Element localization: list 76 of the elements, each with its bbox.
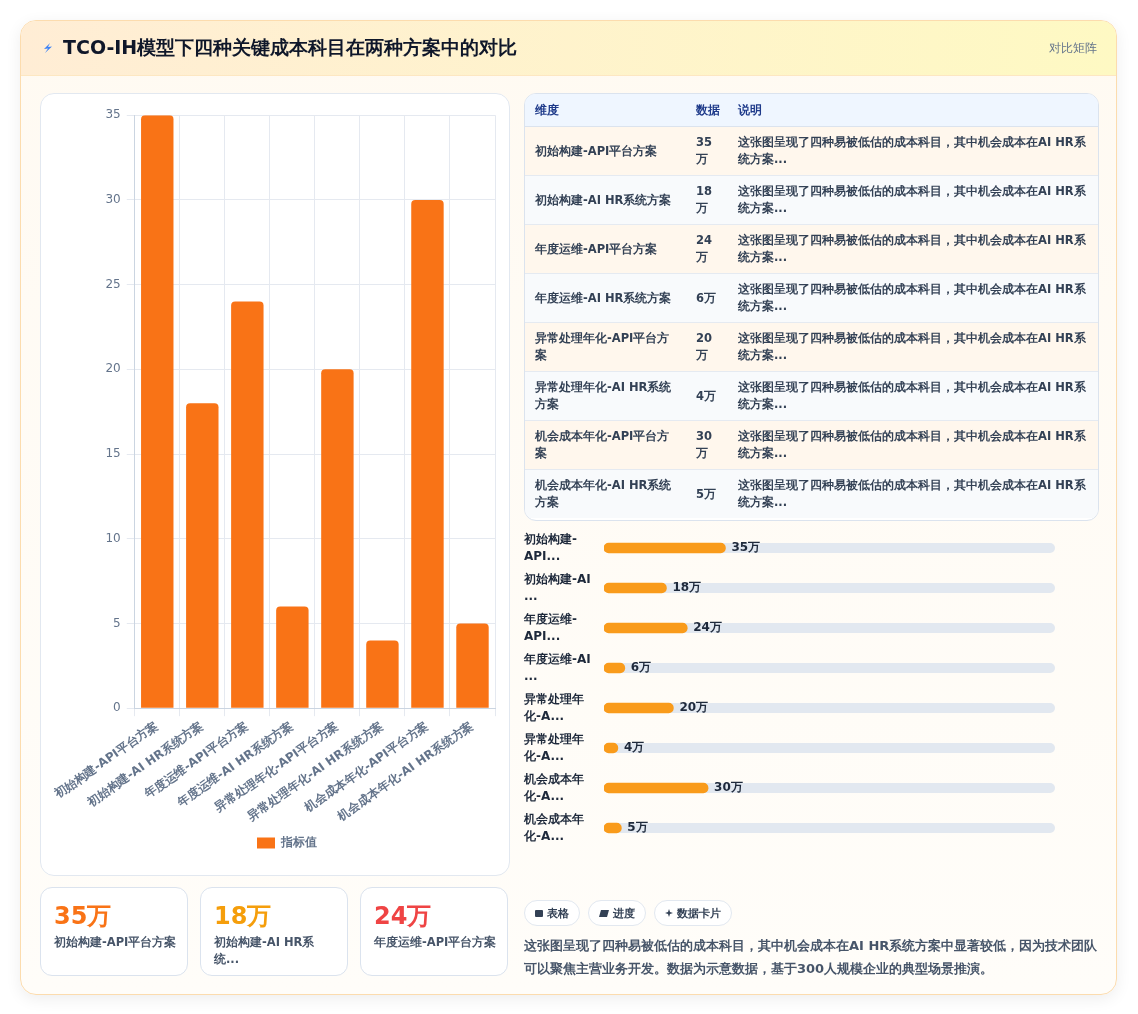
y-tick-label: 5 (113, 615, 121, 630)
data-label: 5万 (627, 820, 648, 835)
chart-title: TCO-IH模型下四种关键成本科目在两种方案中的对比 (63, 35, 518, 59)
y-tick-label: 异常处理年化-A... (524, 731, 585, 765)
text: 24万 (374, 902, 432, 930)
text: 这张图呈现了四种易被低估的成本科目，其中机会成本在AI HR系统方案... (728, 420, 1098, 470)
data-label: 18万 (672, 580, 702, 595)
y-tick-label: 20 (105, 361, 121, 376)
data-label: 24万 (693, 620, 722, 635)
text: 30万 (696, 429, 713, 460)
text: 数据 (686, 94, 728, 127)
y-tick-label: 35 (105, 107, 121, 122)
data-label: 20万 (679, 700, 709, 715)
text: 24万 (696, 233, 713, 264)
y-tick-label: 初始构建-AI ... (524, 571, 592, 605)
y-tick-label: 机会成本年化-A... (524, 771, 585, 805)
pill-button: 数据卡片 (654, 900, 732, 926)
y-tick-label: 初始构建-API... (524, 531, 578, 565)
text: 维度 (525, 94, 686, 127)
category-label: 年度运维-API平台方案 (525, 224, 686, 274)
category-label: 初始构建-API平台方案 (525, 126, 686, 176)
bar (604, 702, 674, 714)
text: 这张图呈现了四种易被低估的成本科目，其中机会成本在AI HR系统方案中显著较低，因为技术团队可以聚焦主营业务开发。数据为示意数据，基于300人规模企业的典型场景推演。 (524, 937, 1099, 978)
text: 20万 (696, 331, 713, 362)
bar (604, 582, 667, 594)
y-tick-label: 年度运维-AI ... (524, 651, 592, 685)
text: 35万 (696, 135, 713, 166)
bar (321, 369, 354, 708)
bar (366, 640, 399, 708)
text: 这张图呈现了四种易被低估的成本科目，其中机会成本在AI HR系统方案... (728, 175, 1098, 225)
y-tick-label: 30 (105, 192, 121, 207)
pill-button: 表格 (524, 900, 580, 926)
y-tick-label: 25 (105, 276, 121, 291)
y-tick-label: 年度运维-API... (524, 611, 578, 645)
text: 这张图呈现了四种易被低估的成本科目，其中机会成本在AI HR系统方案... (728, 322, 1098, 372)
category-label: 初始构建-API平台方案 (54, 934, 178, 951)
text: 18万 (696, 184, 713, 215)
text: 这张图呈现了四种易被低估的成本科目，其中机会成本在AI HR系统方案... (728, 224, 1098, 274)
y-tick-label: 10 (105, 530, 121, 545)
text: 说明 (728, 94, 1098, 127)
text: 35万 (54, 902, 112, 930)
text: 这张图呈现了四种易被低估的成本科目，其中机会成本在AI HR系统方案... (728, 126, 1098, 176)
category-label: 异常处理年化-API平台方案 (525, 322, 686, 372)
y-tick-label: 0 (113, 700, 121, 715)
category-label: 年度运维-AI HR系统方案 (525, 273, 686, 323)
bar (186, 403, 219, 708)
data-label: 6万 (630, 660, 652, 675)
legend-label: 指标值 (280, 835, 317, 850)
data-label: 4万 (623, 740, 645, 755)
bar (604, 782, 709, 794)
category-label: 机会成本年化-AI HR系统方案 (525, 469, 686, 518)
bar (231, 301, 264, 708)
category-label: 异常处理年化-AI HR系统方案 (525, 371, 686, 421)
text: 6万 (696, 290, 717, 305)
bar (141, 115, 174, 708)
category-label: 机会成本年化-API平台方案 (525, 420, 686, 470)
y-tick-label: 机会成本年化-A... (524, 811, 585, 845)
bar (456, 623, 489, 708)
y-tick-label: 15 (105, 446, 121, 461)
text: 4万 (696, 388, 717, 403)
pill-button: 进度 (588, 900, 646, 926)
text: 这张图呈现了四种易被低估的成本科目，其中机会成本在AI HR系统方案... (728, 273, 1098, 323)
category-label: 年度运维-API平台方案 (374, 934, 498, 951)
text: 5万 (696, 486, 717, 501)
data-label: 30万 (714, 780, 743, 795)
text: 对比矩阵 (1049, 40, 1097, 56)
y-tick-label: 异常处理年化-A... (524, 691, 585, 725)
category-label: 初始构建-AI HR系统方案 (525, 175, 686, 225)
bar (411, 199, 444, 708)
bar (276, 606, 309, 708)
text: 18万 (214, 902, 272, 930)
category-label: 初始构建-AI HR系统... (214, 934, 316, 968)
text: 这张图呈现了四种易被低估的成本科目，其中机会成本在AI HR系统方案... (728, 469, 1098, 518)
data-label: 35万 (731, 540, 761, 555)
bar (604, 622, 688, 634)
text: 这张图呈现了四种易被低估的成本科目，其中机会成本在AI HR系统方案... (728, 371, 1098, 421)
